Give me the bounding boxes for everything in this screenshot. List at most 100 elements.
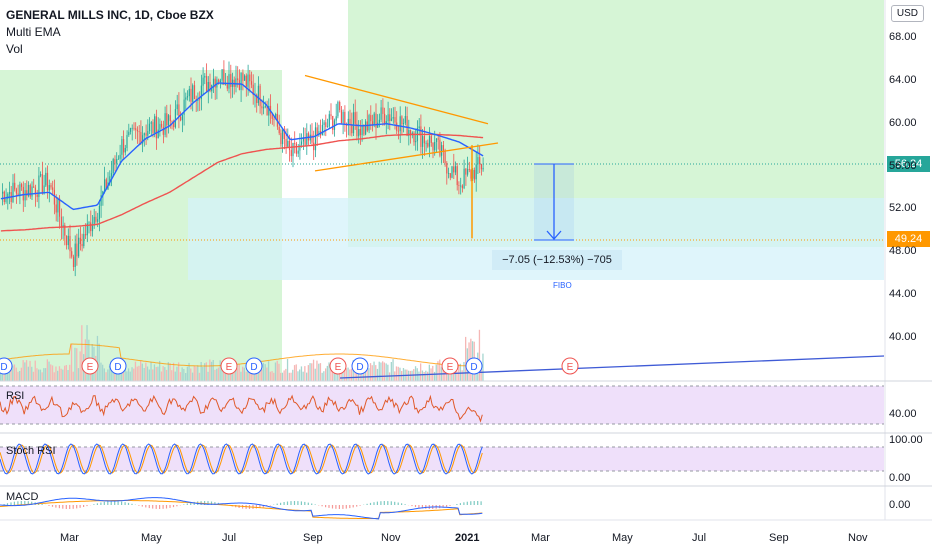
volume-bar — [337, 369, 339, 381]
volume-bar — [257, 369, 259, 381]
macd-histogram-bar — [414, 505, 417, 507]
volume-bar — [248, 369, 251, 381]
volume-bar — [278, 363, 280, 381]
volume-bar — [309, 363, 311, 381]
macd-histogram-bar — [352, 505, 354, 508]
volume-bar — [387, 364, 389, 381]
candle-body — [169, 115, 171, 121]
candle-body — [71, 251, 73, 257]
macd-histogram-bar — [103, 501, 105, 505]
time-tick-label: Mar — [531, 532, 550, 544]
candle-body — [226, 84, 228, 89]
volume-bar — [390, 362, 392, 381]
volume-bar — [433, 371, 436, 381]
candle-body — [93, 216, 95, 226]
macd-pane-label[interactable]: MACD — [6, 491, 39, 503]
candle-body — [359, 129, 361, 136]
volume-bar — [38, 369, 40, 381]
volume-bar — [58, 366, 61, 381]
event-marker-letter: D — [114, 362, 121, 373]
volume-bar — [482, 353, 484, 381]
macd-histogram-bar — [72, 505, 74, 509]
volume-bar — [193, 366, 195, 381]
candle-body — [228, 74, 230, 89]
volume-bar — [43, 368, 45, 381]
volume-bar — [245, 371, 247, 381]
macd-histogram-bar — [10, 502, 12, 505]
candle-body — [468, 169, 470, 170]
event-marker-letter: E — [567, 362, 574, 373]
candle-body — [344, 111, 346, 125]
candle-body — [129, 128, 132, 132]
volume-bar — [420, 363, 422, 381]
macd-histogram-bar — [290, 501, 292, 505]
macd-histogram-bar — [127, 502, 130, 505]
volume-bar — [15, 367, 17, 381]
candle-body — [85, 234, 87, 236]
candle-body — [442, 145, 444, 152]
candle-body — [102, 191, 104, 195]
candle-body — [34, 187, 36, 195]
candle-body — [67, 235, 69, 246]
fibo-label: FIBO — [553, 281, 572, 290]
volume-bar — [136, 366, 138, 381]
candle-body — [62, 225, 64, 228]
currency-button[interactable]: USD — [890, 5, 924, 22]
stoch-rsi-pane-label[interactable]: Stoch RSI — [6, 445, 56, 457]
ema-slow-line — [0, 133, 484, 232]
candle-body — [60, 216, 62, 228]
macd-histogram-bar — [418, 505, 420, 508]
symbol-title[interactable]: GENERAL MILLS INC, 1D, Cboe BZX — [6, 8, 214, 22]
macd-histogram-bar — [383, 501, 385, 505]
volume-bar — [325, 368, 327, 381]
candle-body — [285, 139, 287, 147]
indicator-vol[interactable]: Vol — [6, 42, 23, 56]
candle-body — [418, 126, 420, 129]
indicator-multi-ema[interactable]: Multi EMA — [6, 25, 61, 39]
rsi-pane-label[interactable]: RSI — [6, 390, 25, 402]
candle-body — [110, 173, 113, 177]
candle-body — [249, 74, 251, 82]
candle-body — [186, 96, 189, 98]
candle-body — [97, 219, 99, 222]
candle-body — [271, 113, 273, 119]
time-tick-label: Jul — [692, 532, 707, 544]
candle-body — [126, 135, 128, 148]
candle-body — [404, 116, 406, 123]
price-tick-label: 52.00 — [889, 202, 917, 215]
candle-body — [257, 85, 259, 104]
candle-body — [294, 143, 296, 144]
macd-histogram-bar — [210, 501, 213, 505]
candle-body — [52, 187, 54, 190]
macd-histogram-bar — [283, 502, 285, 505]
volume-bar — [67, 370, 69, 381]
macd-histogram-bar — [255, 505, 257, 509]
volume-bar — [77, 368, 80, 381]
volume-bar — [347, 367, 349, 381]
dividend-marker-icon — [109, 357, 127, 375]
volume-bar — [456, 371, 458, 381]
macd-histogram-bar — [286, 501, 289, 505]
volume-bar — [27, 366, 29, 381]
candle-body — [397, 130, 399, 132]
macd-histogram-bar — [41, 504, 43, 505]
volume-bar — [423, 372, 425, 381]
candle-body — [202, 77, 204, 86]
candle-body — [278, 126, 280, 134]
candle-body — [237, 78, 239, 81]
candle-body — [150, 122, 152, 124]
candle-body — [375, 113, 377, 128]
candle-body — [238, 80, 240, 90]
candle-body — [119, 154, 121, 159]
volume-bar — [55, 366, 57, 381]
candle-body — [384, 113, 386, 125]
macd-histogram-bar — [466, 501, 468, 505]
macd-histogram-bar — [17, 501, 19, 505]
indicator-tick-label: 100.00 — [889, 434, 923, 446]
volume-bar — [255, 369, 258, 381]
volume-bar — [382, 361, 384, 381]
candle-body — [406, 116, 408, 136]
volume-bar — [81, 325, 83, 381]
candle-body — [142, 135, 144, 144]
